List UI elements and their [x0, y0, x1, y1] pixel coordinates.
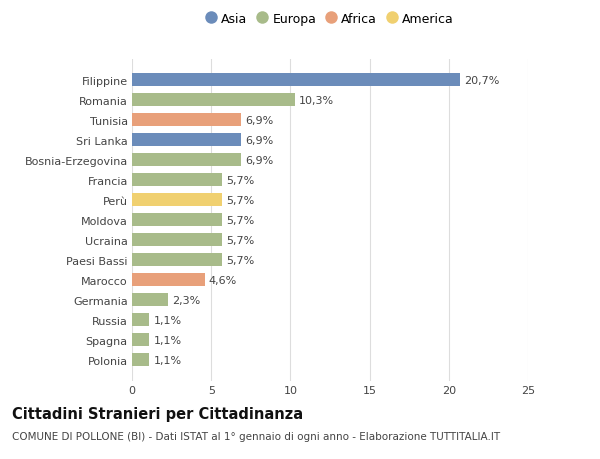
- Text: 1,1%: 1,1%: [154, 355, 182, 365]
- Text: 4,6%: 4,6%: [209, 275, 237, 285]
- Bar: [132, 274, 205, 286]
- Text: 5,7%: 5,7%: [226, 196, 254, 205]
- Text: 2,3%: 2,3%: [172, 295, 200, 305]
- Bar: [132, 174, 222, 187]
- Bar: [132, 134, 241, 147]
- Bar: [132, 194, 222, 207]
- Text: 5,7%: 5,7%: [226, 215, 254, 225]
- Text: 6,9%: 6,9%: [245, 156, 274, 166]
- Text: 6,9%: 6,9%: [245, 135, 274, 146]
- Bar: [132, 294, 169, 307]
- Bar: [132, 94, 295, 107]
- Text: 5,7%: 5,7%: [226, 255, 254, 265]
- Text: 6,9%: 6,9%: [245, 116, 274, 126]
- Bar: [132, 313, 149, 326]
- Text: 20,7%: 20,7%: [464, 76, 499, 86]
- Bar: [132, 353, 149, 366]
- Bar: [132, 74, 460, 87]
- Text: 1,1%: 1,1%: [154, 315, 182, 325]
- Text: 1,1%: 1,1%: [154, 335, 182, 345]
- Legend: Asia, Europa, Africa, America: Asia, Europa, Africa, America: [201, 8, 459, 31]
- Bar: [132, 234, 222, 247]
- Text: 10,3%: 10,3%: [299, 96, 334, 106]
- Text: 5,7%: 5,7%: [226, 235, 254, 245]
- Bar: [132, 254, 222, 267]
- Text: 5,7%: 5,7%: [226, 175, 254, 185]
- Bar: [132, 334, 149, 347]
- Bar: [132, 114, 241, 127]
- Bar: [132, 154, 241, 167]
- Bar: [132, 214, 222, 227]
- Text: COMUNE DI POLLONE (BI) - Dati ISTAT al 1° gennaio di ogni anno - Elaborazione TU: COMUNE DI POLLONE (BI) - Dati ISTAT al 1…: [12, 431, 500, 442]
- Text: Cittadini Stranieri per Cittadinanza: Cittadini Stranieri per Cittadinanza: [12, 406, 303, 421]
